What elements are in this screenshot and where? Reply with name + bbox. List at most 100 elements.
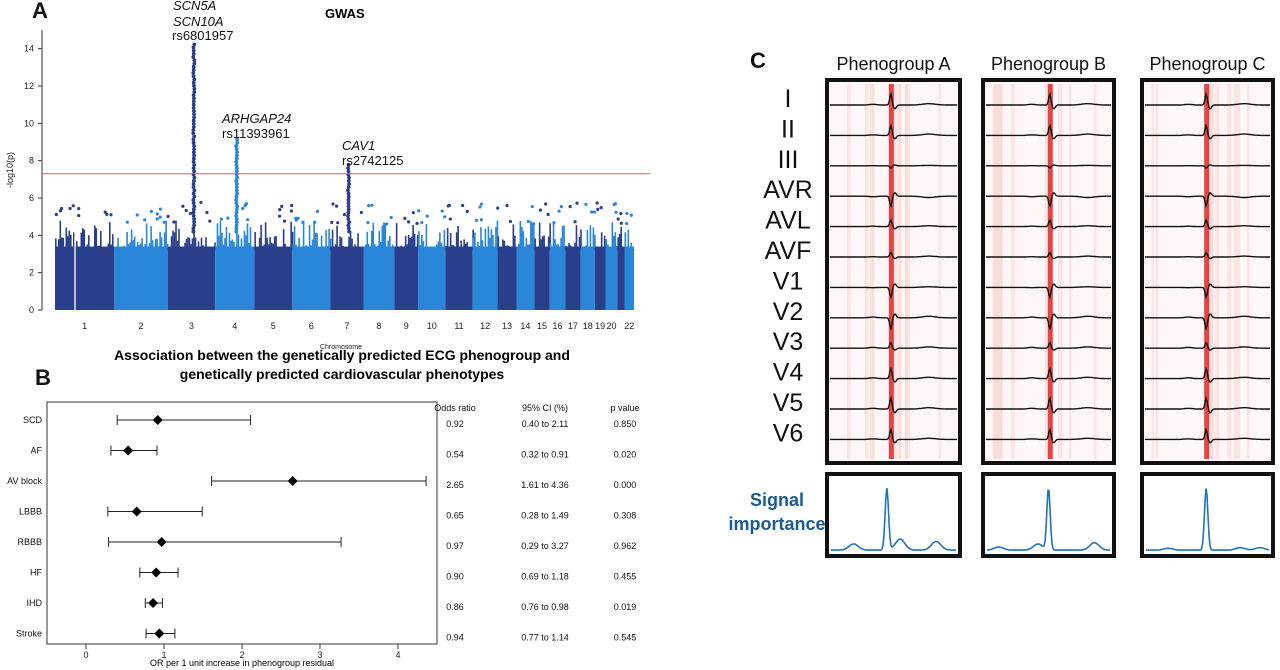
chromosome-12-point <box>478 205 482 209</box>
gene-label-cav1: CAV1 <box>342 138 375 153</box>
peak-point-rs6801957 <box>192 175 197 180</box>
ci-value-hf: 0.69 to 1.18 <box>521 572 569 582</box>
peak-point-rs2742125 <box>346 169 351 174</box>
phenogroup-title-phenogroup-b: Phenogroup B <box>991 54 1106 74</box>
chromosome-4-band <box>215 246 255 310</box>
chromosome-6-column <box>320 235 323 251</box>
chromosome-6-column <box>316 233 318 251</box>
phenogroup-title-phenogroup-a: Phenogroup A <box>836 54 950 74</box>
manhattan-x-tick-label: 22 <box>624 321 634 331</box>
chromosome-2-column <box>166 243 169 251</box>
chromosome-4-column <box>246 223 249 251</box>
chromosome-8-band <box>363 246 395 310</box>
chromosome-6-band <box>292 246 331 310</box>
odds-ratio-value-stroke: 0.94 <box>446 633 464 643</box>
chromosome-2-column <box>120 248 122 251</box>
chromosome-10-column <box>436 244 438 251</box>
chromosome-16-points <box>549 205 567 310</box>
chromosome-13-column <box>508 246 510 251</box>
chromosome-2-column <box>127 244 130 251</box>
chromosome-2-column <box>154 239 157 251</box>
gwas-title: GWAS <box>325 6 365 21</box>
chromosome-5-column <box>257 249 259 251</box>
peak-point-rs6801957 <box>192 163 197 167</box>
forest-row-av-block: AV block 2.65 1.61 to 4.36 0.000 <box>7 476 636 490</box>
chromosome-12-column <box>484 228 487 251</box>
ecg-attention-stripe <box>1235 84 1241 459</box>
chromosome-1-column <box>89 246 92 251</box>
chromosome-1-point <box>58 209 63 213</box>
chromosome-4-column <box>236 225 238 251</box>
lead-label-v3: V3 <box>773 328 804 356</box>
chromosome-15-column <box>549 223 551 251</box>
chromosome-8-column <box>384 222 387 251</box>
ecg-attention-stripe <box>1211 84 1214 459</box>
chromosome-13-column <box>505 245 507 251</box>
chromosome-17-point <box>575 201 579 205</box>
peak-point-rs6801957 <box>191 67 196 72</box>
column-header-p-value: p value <box>610 403 639 413</box>
chromosome-1-column <box>77 249 80 251</box>
chromosome-15-column <box>535 247 538 251</box>
peak-point-rs6801957 <box>191 159 196 164</box>
forest-row-af: AF 0.54 0.32 to 0.91 0.020 <box>30 445 636 460</box>
chromosome-14-column <box>528 244 531 251</box>
chromosome-7-column <box>331 229 334 251</box>
chromosome-9-column <box>410 236 413 251</box>
ci-value-scd: 0.40 to 2.11 <box>522 419 569 429</box>
ecg-trace-phenogroup-b-avl <box>986 218 1111 230</box>
peak-point-rs2742125 <box>346 191 351 196</box>
chromosome-12-point <box>474 218 479 223</box>
snp-label-rs11393961: rs11393961 <box>222 126 290 141</box>
chromosome-1-point <box>105 212 109 216</box>
chromosome-20-column <box>608 249 611 251</box>
chromosome-10-column <box>443 229 446 251</box>
ecg-trace-phenogroup-b-avr <box>986 191 1111 208</box>
ecg-attention-stripe <box>869 84 874 459</box>
chromosome-3-point <box>208 219 212 223</box>
manhattan-x-ticks: 1 2 3 4 5 6 7 8 9 10 11 12 13 14 15 16 17 18 19 20 22 <box>82 321 634 331</box>
chromosome-8-point <box>370 203 374 207</box>
peak-point-rs6801957 <box>192 42 197 47</box>
odds-ratio-value-hf: 0.90 <box>446 572 464 582</box>
chromosome-1-band <box>55 246 115 310</box>
chromosome-1-column <box>56 248 59 251</box>
peak-point-rs6801957 <box>192 169 196 174</box>
chromosome-8-points <box>363 203 396 310</box>
lead-label-v5: V5 <box>773 389 804 417</box>
chromosome-15-column <box>547 236 550 251</box>
chromosome-6-column <box>298 237 300 251</box>
chromosome-12-column <box>496 220 499 251</box>
peak-point-rs2742125 <box>346 188 350 193</box>
chromosome-2-band <box>114 246 168 310</box>
peak-point-rs11393961 <box>235 140 240 145</box>
chromosome-11-column <box>449 233 452 251</box>
chromosome-1-column <box>73 232 75 251</box>
manhattan-x-tick-label: 5 <box>271 321 276 331</box>
ci-value-lbbb: 0.28 to 1.49 <box>521 511 569 521</box>
peak-point-rs6801957 <box>191 71 196 75</box>
chromosome-22-point <box>629 213 633 217</box>
chromosome-7-point <box>336 221 340 225</box>
manhattan-x-tick-label: 12 <box>480 321 490 331</box>
p-value-rbbb: 0.962 <box>614 541 637 551</box>
chromosome-22-column <box>624 232 627 251</box>
peak-point-rs6801957 <box>192 83 196 88</box>
chromosome-5-column <box>261 246 264 251</box>
chromosome-9-column <box>412 224 414 251</box>
chromosome-15-point <box>538 208 543 212</box>
chromosome-9-column <box>397 246 399 251</box>
peak-point-rs6801957 <box>191 229 196 234</box>
peak-point-rs6801957 <box>192 147 196 151</box>
forest-title-line-1: Association between the genetically pred… <box>114 347 570 363</box>
chromosome-2-column <box>147 249 149 251</box>
manhattan-x-tick-label: 13 <box>502 321 512 331</box>
chromosome-10-point <box>420 220 424 225</box>
chromosome-14-column <box>516 248 519 251</box>
chromosome-22-column <box>626 248 628 251</box>
chromosome-5-column <box>255 249 258 251</box>
snp-label-rs2742125: rs2742125 <box>342 153 403 168</box>
lead-label-v2: V2 <box>773 298 804 326</box>
p-value-ihd: 0.019 <box>614 602 637 612</box>
chromosome-15-column <box>546 247 548 251</box>
